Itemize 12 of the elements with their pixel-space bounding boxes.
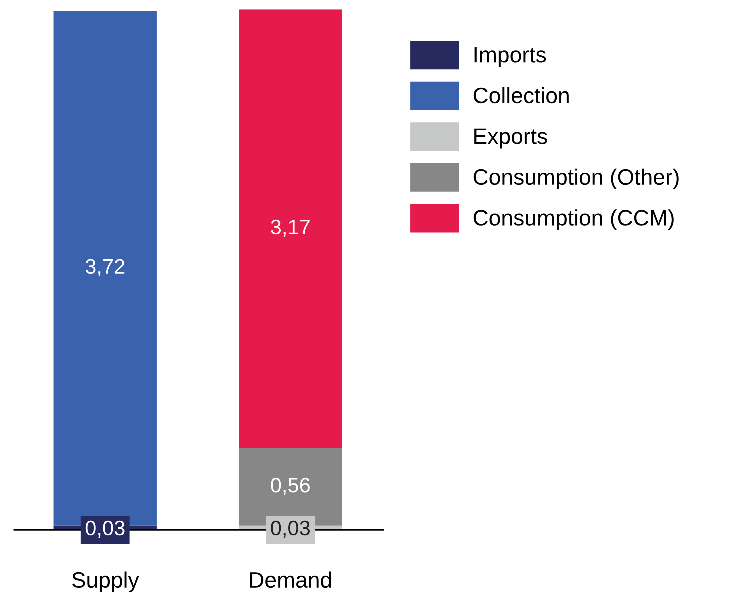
x-tick-label: Supply <box>72 572 140 592</box>
legend-label: Imports <box>474 47 546 68</box>
legend-label: Collection <box>474 87 569 104</box>
data-label: 0,03 <box>86 520 125 538</box>
x-tick-label: Demand <box>250 572 332 588</box>
legend-label: Consumption (Other) <box>474 168 679 190</box>
legend-label: Consumption (CCM) <box>474 210 674 230</box>
legend-label: Exports <box>474 128 548 149</box>
data-label: 3,17 <box>271 220 310 238</box>
data-label: 0,56 <box>271 478 310 496</box>
data-label: 3,72 <box>86 259 125 277</box>
data-label: 0,03 <box>271 520 310 538</box>
